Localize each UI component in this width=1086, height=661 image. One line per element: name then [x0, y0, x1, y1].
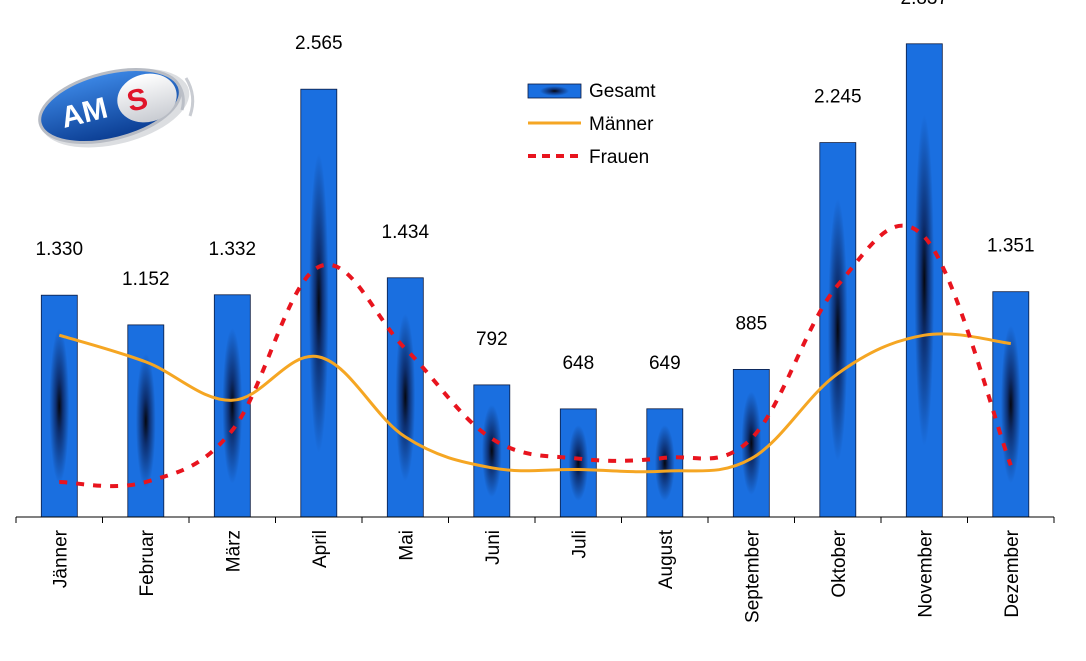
bar-november	[905, 43, 943, 518]
x-tick-label-oktober: Oktober	[829, 529, 850, 597]
data-label-juli: 648	[562, 353, 594, 374]
bar-juni	[473, 384, 511, 518]
ams-logo: AM S	[38, 68, 195, 148]
x-tick-label-mai: Mai	[396, 530, 417, 561]
data-label-jaenner: 1.330	[36, 239, 84, 260]
data-label-september: 885	[735, 313, 767, 334]
category-labels: Jänner Februar März April Mai Juni Juli August S…	[50, 529, 1023, 623]
line-frauen	[59, 223, 1013, 489]
bar-september	[732, 368, 770, 518]
legend: Gesamt Männer Frauen	[527, 81, 656, 168]
x-tick-label-juni: Juni	[483, 530, 504, 565]
data-label-mai: 1.434	[382, 222, 430, 243]
x-tick-label-november: November	[915, 529, 936, 617]
x-tick-label-august: August	[656, 529, 677, 589]
bar-august	[646, 408, 684, 518]
x-tick-label-dezember: Dezember	[1002, 529, 1023, 617]
x-tick-label-juli: Juli	[569, 530, 590, 559]
data-label-oktober: 2.245	[814, 87, 862, 108]
data-labels: 1.330 1.152 1.332 2.565 1.434 792 648 649 885 2.2…	[36, 0, 1035, 374]
line-maenner	[58, 332, 1011, 474]
legend-label-maenner: Männer	[589, 114, 654, 135]
bar-maerz	[213, 294, 251, 518]
x-tick-label-februar: Februar	[137, 529, 158, 596]
x-tick-label-september: September	[742, 529, 763, 623]
x-tick-label-maerz: März	[223, 530, 244, 572]
data-label-juni: 792	[476, 329, 508, 350]
bar-oktober	[819, 142, 857, 518]
data-label-august: 649	[649, 353, 681, 374]
data-label-februar: 1.152	[122, 269, 170, 290]
bar-april	[300, 88, 338, 518]
legend-swatch-gesamt	[527, 83, 582, 99]
legend-label-frauen: Frauen	[589, 147, 649, 168]
x-tick-label-jaenner: Jänner	[50, 529, 71, 588]
bar-februar	[127, 324, 165, 518]
bar-juli	[559, 408, 597, 518]
bar-mai	[386, 277, 424, 518]
x-axis	[15, 516, 1055, 523]
bar-dezember	[992, 291, 1030, 518]
lines-layer	[58, 223, 1013, 489]
data-label-dezember: 1.351	[987, 236, 1035, 257]
x-tick-label-april: April	[310, 530, 331, 568]
legend-label-gesamt: Gesamt	[589, 81, 656, 102]
data-label-maerz: 1.332	[209, 239, 257, 260]
data-label-november: 2.837	[901, 0, 949, 9]
data-label-april: 2.565	[295, 33, 343, 54]
